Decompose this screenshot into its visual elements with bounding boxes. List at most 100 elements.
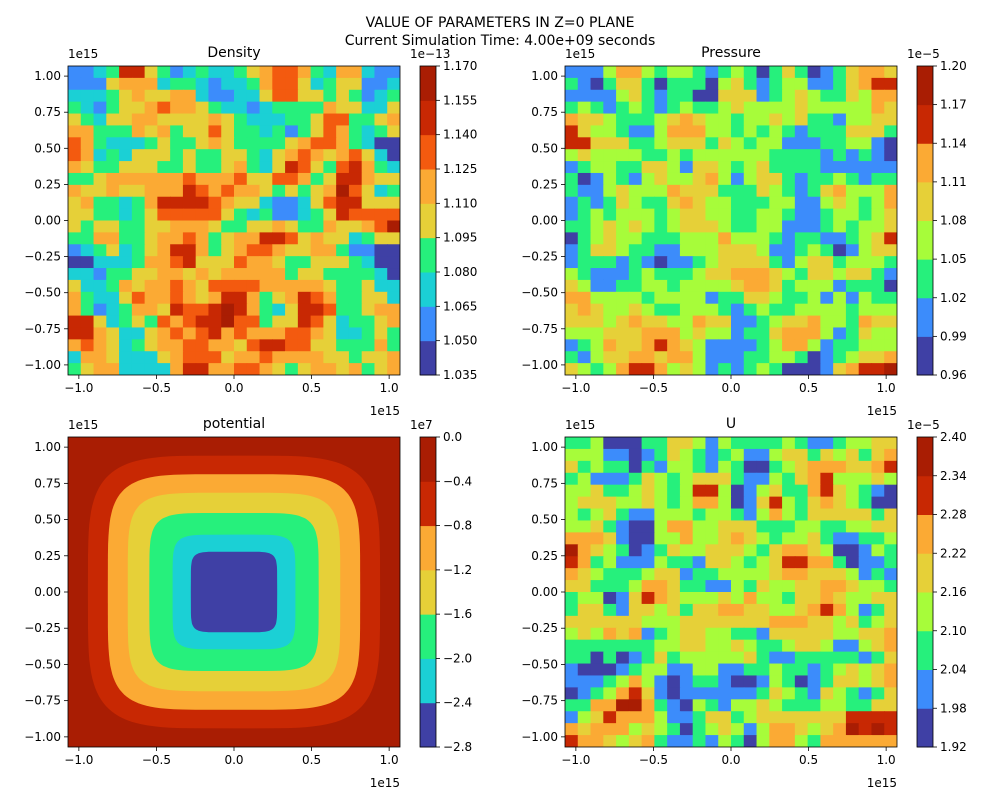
contour-cell bbox=[731, 327, 745, 340]
contour-cell bbox=[106, 291, 120, 305]
contour-cell bbox=[884, 448, 897, 462]
colorbar-band bbox=[917, 104, 933, 144]
contour-cell bbox=[743, 363, 758, 375]
contour-cell bbox=[654, 196, 668, 210]
contour-cell bbox=[170, 303, 184, 317]
contour-cell bbox=[119, 315, 133, 329]
contour-cell bbox=[246, 77, 261, 91]
contour-field bbox=[565, 437, 897, 747]
contour-cell bbox=[654, 484, 668, 498]
contour-cell bbox=[285, 339, 299, 352]
contour-cell bbox=[80, 196, 95, 210]
contour-cell bbox=[80, 303, 95, 317]
contour-cell bbox=[718, 363, 732, 375]
contour-cell bbox=[667, 268, 681, 281]
contour-cell bbox=[323, 279, 337, 293]
contour-cell bbox=[590, 256, 604, 269]
contour-cell bbox=[616, 437, 630, 450]
contour-cell bbox=[616, 460, 630, 474]
contour-cell bbox=[845, 520, 860, 533]
contour-cell bbox=[858, 675, 873, 688]
contour-cell bbox=[794, 532, 809, 545]
colorbar-band bbox=[420, 702, 436, 748]
contour-cell bbox=[577, 711, 592, 724]
contour-cell bbox=[782, 268, 796, 281]
contour-cell bbox=[756, 172, 770, 186]
x-tick-label: 0.5 bbox=[302, 753, 321, 767]
contour-cell bbox=[348, 339, 363, 352]
contour-cell bbox=[782, 687, 796, 700]
contour-cell bbox=[654, 279, 668, 293]
contour-cell bbox=[871, 351, 885, 364]
contour-cell bbox=[692, 161, 707, 174]
contour-cell bbox=[845, 508, 860, 522]
contour-cell bbox=[259, 256, 273, 269]
contour-cell bbox=[794, 351, 809, 364]
contour-cell bbox=[577, 508, 592, 522]
contour-cell bbox=[731, 627, 745, 641]
contour-cell bbox=[68, 327, 82, 340]
contour-cell bbox=[654, 592, 668, 605]
contour-cell bbox=[144, 351, 158, 364]
contour-cell bbox=[782, 568, 796, 581]
contour-cell bbox=[654, 627, 668, 641]
contour-cell bbox=[769, 723, 783, 736]
contour-cell bbox=[246, 303, 261, 317]
contour-cell bbox=[590, 723, 604, 736]
contour-cell bbox=[845, 484, 860, 498]
contour-cell bbox=[590, 184, 604, 198]
contour-cell bbox=[731, 66, 745, 79]
contour-cell bbox=[565, 437, 579, 450]
contour-cell bbox=[705, 651, 719, 665]
contour-cell bbox=[577, 244, 592, 257]
contour-cell bbox=[858, 208, 873, 222]
contour-cell bbox=[731, 675, 745, 688]
contour-cell bbox=[628, 303, 643, 317]
contour-cell bbox=[654, 125, 668, 138]
contour-cell bbox=[297, 137, 312, 150]
contour-cell bbox=[195, 256, 210, 269]
contour-cell bbox=[616, 603, 630, 617]
contour-cell bbox=[807, 137, 821, 150]
contour-cell bbox=[208, 161, 222, 174]
contour-cell bbox=[858, 315, 873, 329]
contour-cell bbox=[782, 113, 796, 127]
contour-cell bbox=[884, 220, 897, 233]
contour-cell bbox=[182, 196, 197, 210]
contour-cell bbox=[705, 220, 719, 233]
contour-cell bbox=[93, 327, 107, 340]
contour-cell bbox=[259, 279, 273, 293]
contour-cell bbox=[297, 77, 312, 91]
contour-cell bbox=[93, 89, 107, 103]
contour-cell bbox=[743, 651, 758, 665]
contour-cell bbox=[131, 315, 146, 329]
contour-cell bbox=[221, 256, 235, 269]
contour-cell bbox=[769, 149, 783, 162]
contour-cell bbox=[641, 592, 655, 605]
contour-cell bbox=[858, 303, 873, 317]
contour-cell bbox=[310, 244, 324, 257]
contour-cell bbox=[119, 268, 133, 281]
contour-cell bbox=[667, 220, 681, 233]
contour-cell bbox=[654, 460, 668, 474]
contour-cell bbox=[845, 184, 860, 198]
contour-cell bbox=[144, 279, 158, 293]
colorbar-band bbox=[420, 134, 436, 170]
contour-cell bbox=[310, 125, 324, 138]
contour-cell bbox=[603, 232, 617, 245]
contour-cell bbox=[590, 663, 604, 677]
contour-cell bbox=[170, 220, 184, 233]
contour-cell bbox=[641, 149, 655, 162]
contour-cell bbox=[221, 208, 235, 222]
contour-cell bbox=[80, 208, 95, 222]
contour-cell bbox=[820, 711, 834, 724]
contour-cell bbox=[628, 544, 643, 557]
contour-cell bbox=[361, 279, 376, 293]
contour-cell bbox=[234, 220, 248, 233]
contour-cell bbox=[297, 327, 312, 340]
contour-cell bbox=[590, 508, 604, 522]
contour-cell bbox=[718, 603, 732, 617]
contour-cell bbox=[705, 496, 719, 510]
contour-cell bbox=[692, 437, 707, 450]
